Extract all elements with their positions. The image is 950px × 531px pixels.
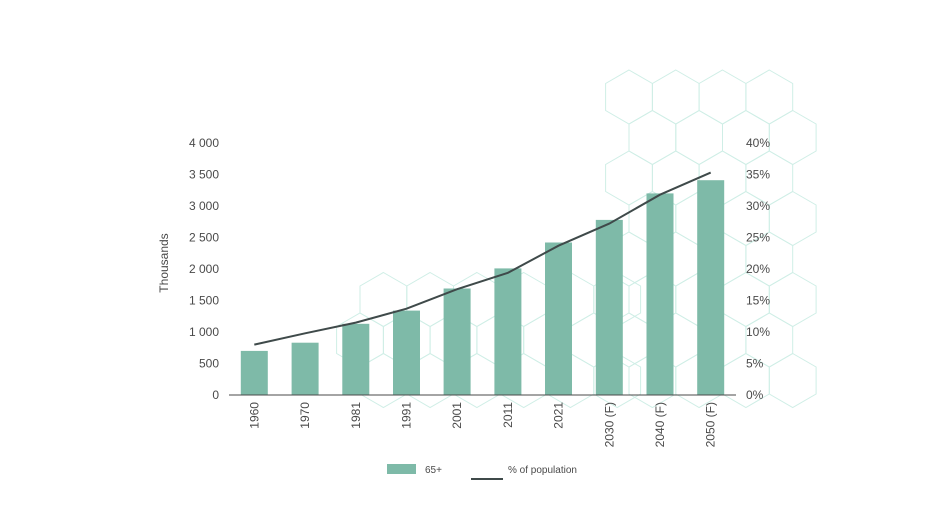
legend: 65+ % of population <box>387 464 577 480</box>
right-y-tick-label: 35% <box>746 168 770 182</box>
bar-1991 <box>393 310 420 395</box>
hexagon-shape <box>768 109 817 166</box>
hexagon-shape <box>651 69 700 125</box>
hexagon-shape <box>675 109 723 166</box>
right-y-axis-ticks: 0% 5% 10% 15% 20% 25% 30% 35% 40% <box>746 136 770 402</box>
left-y-tick-label: 1 500 <box>189 294 219 308</box>
legend-swatch-65plus <box>387 464 416 474</box>
bar-1981 <box>342 323 370 395</box>
x-tick-label: 1970 <box>298 402 312 429</box>
bar-2001 <box>443 288 471 395</box>
right-y-tick-label: 5% <box>746 357 764 371</box>
x-tick-label: 2011 <box>501 402 515 428</box>
x-tick-label: 2030 (F) <box>602 402 616 447</box>
left-y-tick-label: 4 000 <box>189 136 219 150</box>
left-y-tick-label: 500 <box>199 357 219 371</box>
hexagon-shape <box>768 352 817 409</box>
x-tick-label: 1981 <box>349 402 363 429</box>
right-y-tick-label: 10% <box>746 325 770 339</box>
bar-2030F <box>595 219 623 395</box>
bar-2021 <box>545 242 572 395</box>
right-y-tick-label: 20% <box>746 262 770 276</box>
hexagon-shape <box>768 271 817 328</box>
x-axis-ticks: 1960 1970 1981 1991 2001 2011 2021 2030 (F) 2040… <box>247 402 717 448</box>
left-y-tick-label: 0 <box>212 388 219 402</box>
x-tick-label: 2050 (F) <box>704 402 718 447</box>
left-y-tick-label: 3 500 <box>189 168 219 182</box>
y-axis-label: Thousands <box>157 233 171 292</box>
bar-2040F <box>646 193 674 395</box>
x-tick-label: 1960 <box>247 402 261 429</box>
bar-1970 <box>291 342 319 395</box>
bar-series-65plus <box>240 180 725 395</box>
left-y-tick-label: 1 000 <box>189 325 219 339</box>
legend-label-percent-of-population: % of population <box>508 465 577 476</box>
left-y-tick-label: 2 000 <box>189 262 219 276</box>
hexagon-shape <box>768 190 817 247</box>
hexagon-shape <box>605 150 653 206</box>
hexagon-shape <box>745 69 794 125</box>
right-y-tick-label: 40% <box>746 136 770 150</box>
right-y-tick-label: 25% <box>746 231 770 245</box>
hexagon-shape <box>593 352 642 409</box>
right-y-tick-label: 30% <box>746 199 770 213</box>
bar-2011 <box>494 268 522 395</box>
line-series-percent-of-population <box>254 171 712 346</box>
right-y-tick-label: 0% <box>746 388 764 402</box>
x-tick-label: 1991 <box>400 402 414 429</box>
x-tick-label: 2001 <box>450 402 464 429</box>
legend-label-65plus: 65+ <box>425 465 442 476</box>
bar-2050F <box>697 180 725 395</box>
hexagon-shape <box>605 69 653 125</box>
right-y-tick-label: 15% <box>746 294 770 308</box>
left-y-tick-label: 2 500 <box>189 231 219 245</box>
left-y-axis-ticks: 0 500 1 000 1 500 2 000 2 500 3 000 3 500 4 000 <box>189 136 219 402</box>
left-y-tick-label: 3 000 <box>189 199 219 213</box>
x-tick-label: 2040 (F) <box>653 402 667 447</box>
bar-1960 <box>240 350 268 395</box>
hexagon-shape <box>698 69 747 125</box>
hexagon-shape <box>628 109 677 166</box>
x-tick-label: 2021 <box>552 402 566 429</box>
